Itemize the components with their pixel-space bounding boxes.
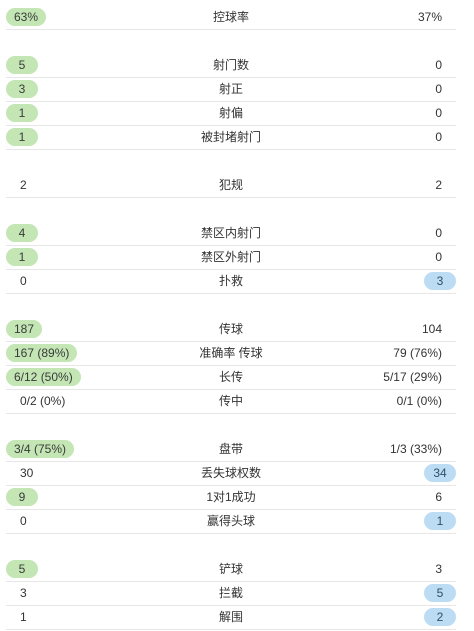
stat-label: 被封堵射门 <box>200 130 261 144</box>
home-value: 3 <box>6 80 38 98</box>
home-value: 6/12 (50%) <box>6 368 81 386</box>
stat-label: 盘带 <box>218 442 243 456</box>
away-value: 79 (76%) <box>393 346 442 360</box>
stat-row-shots: 5 射门数 0 <box>6 54 456 78</box>
away-value: 104 <box>421 322 442 336</box>
stat-row-possession-lost: 30 丢失球权数 34 <box>6 462 456 486</box>
stat-label: 控球率 <box>212 10 249 24</box>
away-value: 1 <box>424 512 456 530</box>
home-value: 2 <box>20 178 27 192</box>
stat-row-duels-won: 9 1对1成功 6 <box>6 486 456 510</box>
stat-label: 铲球 <box>218 562 243 576</box>
away-value: 3 <box>435 562 442 576</box>
away-value: 34 <box>424 464 456 482</box>
away-value: 0/1 (0%) <box>396 394 442 408</box>
home-value: 30 <box>20 466 34 480</box>
stat-row-passes: 187 传球 104 <box>6 318 456 342</box>
stat-row-long-balls: 6/12 (50%) 长传 5/17 (29%) <box>6 366 456 390</box>
away-value: 2 <box>424 608 456 626</box>
home-value: 1 <box>20 610 27 624</box>
home-value: 5 <box>6 56 38 74</box>
stat-label: 射偏 <box>218 106 243 120</box>
stat-label: 准确率 传球 <box>199 346 263 360</box>
away-value: 0 <box>435 82 442 96</box>
home-value: 167 (89%) <box>6 344 78 362</box>
stat-label: 禁区内射门 <box>200 226 261 240</box>
stat-row-shots-off-target: 1 射偏 0 <box>6 102 456 126</box>
stat-label: 禁区外射门 <box>200 250 261 264</box>
stat-label: 射门数 <box>212 58 249 72</box>
home-value: 9 <box>6 488 38 506</box>
stat-label: 长传 <box>218 370 243 384</box>
home-value: 4 <box>6 224 38 242</box>
away-value: 5 <box>424 584 456 602</box>
away-value: 0 <box>435 226 442 240</box>
stat-row-clearances: 1 解围 2 <box>6 606 456 630</box>
stat-label: 解围 <box>218 610 243 624</box>
home-value: 0/2 (0%) <box>20 394 66 408</box>
home-value: 0 <box>20 274 27 288</box>
away-value: 5/17 (29%) <box>383 370 442 384</box>
home-value: 1 <box>6 104 38 122</box>
home-value: 5 <box>6 560 38 578</box>
home-value: 187 <box>6 320 43 338</box>
stat-label: 传中 <box>218 394 243 408</box>
stat-row-shots-on-target: 3 射正 0 <box>6 78 456 102</box>
home-value: 3/4 (75%) <box>6 440 75 458</box>
stat-row-interceptions: 3 拦截 5 <box>6 582 456 606</box>
stat-row-saves: 0 扑救 3 <box>6 270 456 294</box>
stat-label: 犯规 <box>218 178 243 192</box>
away-value: 3 <box>424 272 456 290</box>
stat-row-shots-inside-box: 4 禁区内射门 0 <box>6 222 456 246</box>
stat-label: 射正 <box>218 82 243 96</box>
stat-row-shots-outside-box: 1 禁区外射门 0 <box>6 246 456 270</box>
away-value: 0 <box>435 58 442 72</box>
home-value: 63% <box>6 8 47 26</box>
away-value: 1/3 (33%) <box>389 442 442 456</box>
away-value: 37% <box>417 10 442 24</box>
stat-label: 扑救 <box>218 274 243 288</box>
away-value: 0 <box>435 106 442 120</box>
stat-label: 丢失球权数 <box>200 466 261 480</box>
stat-row-fouls: 2 犯规 2 <box>6 174 456 198</box>
home-value: 1 <box>6 128 38 146</box>
away-value: 0 <box>435 130 442 144</box>
stat-row-dribbles: 3/4 (75%) 盘带 1/3 (33%) <box>6 438 456 462</box>
stat-label: 拦截 <box>218 586 243 600</box>
stat-label: 赢得头球 <box>206 514 255 528</box>
home-value: 1 <box>6 248 38 266</box>
away-value: 0 <box>435 250 442 264</box>
stat-row-crosses: 0/2 (0%) 传中 0/1 (0%) <box>6 390 456 414</box>
stat-row-possession: 63% 控球率 37% <box>6 6 456 30</box>
stat-label: 传球 <box>218 322 243 336</box>
home-value: 0 <box>20 514 27 528</box>
stat-row-pass-accuracy: 167 (89%) 准确率 传球 79 (76%) <box>6 342 456 366</box>
stat-label: 1对1成功 <box>206 490 256 504</box>
away-value: 2 <box>435 178 442 192</box>
stat-row-blocked-shots: 1 被封堵射门 0 <box>6 126 456 150</box>
stat-row-headers-won: 0 赢得头球 1 <box>6 510 456 534</box>
home-value: 3 <box>20 586 27 600</box>
stat-row-tackles: 5 铲球 3 <box>6 558 456 582</box>
away-value: 6 <box>435 490 442 504</box>
